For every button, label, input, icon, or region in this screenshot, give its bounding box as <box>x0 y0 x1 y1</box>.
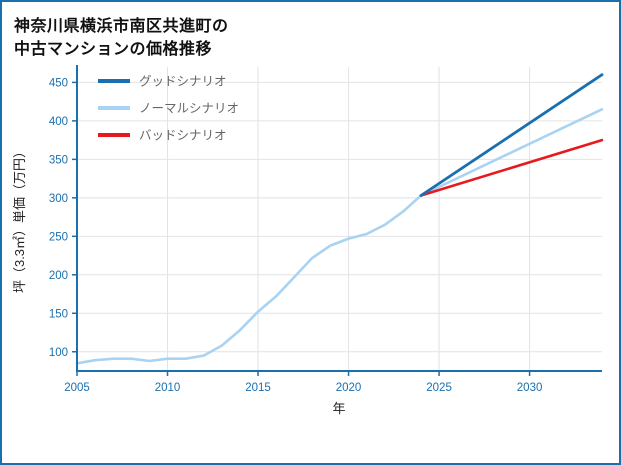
x-tick-label: 2005 <box>64 382 90 394</box>
chart-title-line1: 神奈川県横浜市南区共進町の <box>14 18 229 35</box>
legend-label: ノーマルシナリオ <box>139 102 239 116</box>
series-line-グッドシナリオ <box>419 73 604 198</box>
axes: 2005 2010 2015 2020 2025 2030 100 150 200 250 300 3… <box>49 65 602 394</box>
legend-label: バッドシナリオ <box>139 129 227 143</box>
x-tick-label: 2010 <box>155 382 181 394</box>
chart-title: 神奈川県横浜市南区共進町の 中古マンションの価格推移 <box>2 2 619 61</box>
y-tick-label: 300 <box>49 193 68 205</box>
y-tick-label: 400 <box>49 116 68 128</box>
x-tick-label: 2025 <box>426 382 452 394</box>
chart-area: 2005 2010 2015 2020 2025 2030 100 150 200 250 300 3… <box>2 61 619 443</box>
series-line-バッドシナリオ <box>419 139 604 198</box>
y-tick-label: 200 <box>49 270 68 282</box>
y-tick-label: 450 <box>49 78 68 90</box>
x-tick-label: 2020 <box>336 382 362 394</box>
legend-label: グッドシナリオ <box>139 75 227 89</box>
y-tick-label: 100 <box>49 347 68 359</box>
chart-title-line2: 中古マンションの価格推移 <box>14 41 213 59</box>
gridlines <box>76 67 602 372</box>
y-tick-label: 250 <box>49 232 68 244</box>
series-line-ノーマルシナリオ <box>75 108 604 365</box>
y-tick-label: 350 <box>49 155 68 167</box>
price-trend-line-chart: 2005 2010 2015 2020 2025 2030 100 150 200 250 300 3… <box>12 65 604 416</box>
x-tick-label: 2015 <box>245 382 271 394</box>
x-tick-label: 2030 <box>517 382 543 394</box>
y-tick-label: 150 <box>49 309 68 321</box>
x-axis-label: 年 <box>332 401 345 416</box>
y-axis-label: 坪（3.3㎡）単価（万円） <box>12 145 27 293</box>
